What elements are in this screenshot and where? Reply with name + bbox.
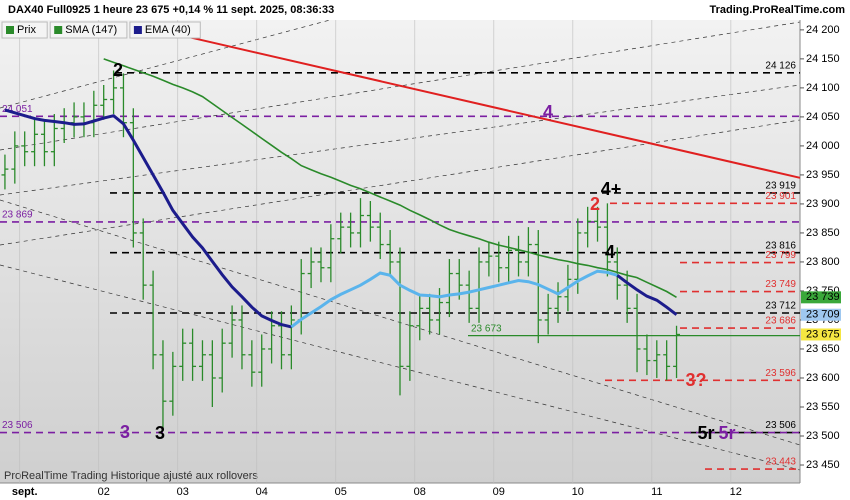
footer: ProRealTime Trading Historique ajusté au… — [4, 470, 258, 482]
y-tick-label: 23 900 — [806, 198, 840, 210]
y-tick-label: 24 100 — [806, 82, 840, 94]
x-tick-label: 05 — [335, 486, 347, 498]
legend-box — [49, 21, 128, 39]
level-label: 23 799 — [765, 250, 796, 261]
legend-swatch — [6, 26, 14, 34]
x-tick-label: 03 — [177, 486, 189, 498]
legend-label: SMA (147) — [65, 24, 117, 36]
legend-swatch — [133, 26, 142, 34]
wave-label: 3 — [120, 422, 130, 442]
x-tick-label: 08 — [414, 486, 426, 498]
x-tick-label: 02 — [98, 486, 110, 498]
x-tick-label: 09 — [493, 486, 505, 498]
level-label: 23 506 — [2, 420, 33, 431]
level-label: 23 901 — [765, 191, 796, 202]
y-tick-label: 23 550 — [806, 401, 840, 413]
wave-label: 5r — [718, 423, 735, 443]
y-tick-label: 23 850 — [806, 227, 840, 239]
chart-title: DAX40 Full0925 1 heure 23 675 +0,14 % 11… — [8, 4, 334, 16]
wave-label: 3? — [685, 370, 706, 390]
wave-label: 5r — [697, 423, 714, 443]
level-label: 23 506 — [765, 420, 796, 431]
y-tick-label: 23 950 — [806, 169, 840, 181]
wave-label: 4 — [605, 242, 615, 262]
y-tick-label: 23 450 — [806, 459, 840, 471]
x-tick-label: 12 — [730, 486, 742, 498]
axis-background — [800, 20, 850, 500]
indicator-line — [103, 58, 677, 298]
source: Trading.ProRealTime.com — [709, 4, 845, 16]
level-label: 23 596 — [765, 368, 796, 379]
y-tick-label: 24 000 — [806, 140, 840, 152]
y-tick-label: 23 500 — [806, 430, 840, 442]
last-value-label: 23 675 — [806, 328, 840, 340]
wave-label: 4 — [543, 102, 553, 122]
y-tick-label: 24 150 — [806, 53, 840, 65]
level-label: 24 051 — [2, 104, 33, 115]
indicator-line — [290, 269, 618, 329]
level-label: 23 869 — [2, 210, 33, 221]
indicator-line — [4, 108, 292, 329]
last-value-label: 23 709 — [806, 309, 840, 321]
wave-label: 3 — [155, 423, 165, 443]
level-label: 23 816 — [765, 240, 796, 251]
legend-swatch — [54, 26, 63, 34]
x-tick-label: 04 — [256, 486, 268, 498]
level-label: 23 673 — [471, 323, 502, 334]
legend-box — [129, 21, 201, 39]
y-tick-label: 23 600 — [806, 372, 840, 384]
last-value-label: 23 739 — [806, 291, 840, 303]
last-value-box — [801, 308, 841, 321]
indicator-line — [616, 274, 678, 316]
wave-label: 2 — [590, 194, 600, 214]
x-tick-label: sept. — [12, 486, 38, 498]
level-label: 23 919 — [765, 181, 796, 192]
level-label: 23 749 — [765, 279, 796, 290]
level-label: 24 126 — [765, 60, 796, 71]
wave-label: 2 — [113, 60, 123, 80]
level-label: 23 443 — [765, 457, 796, 468]
trend-line — [179, 34, 801, 179]
y-tick-label: 24 200 — [806, 24, 840, 36]
y-tick-label: 23 650 — [806, 343, 840, 355]
y-tick-label: 24 050 — [806, 111, 840, 123]
x-tick-label: 10 — [572, 486, 584, 498]
last-value-box — [801, 291, 841, 304]
last-value-box — [801, 328, 841, 341]
x-tick-label: 11 — [651, 486, 662, 498]
legend-label: EMA (40) — [145, 24, 191, 36]
y-tick-label: 23 800 — [806, 256, 840, 268]
level-label: 23 686 — [765, 316, 796, 327]
level-label: 23 712 — [765, 301, 796, 312]
wave-label: 4+ — [601, 179, 622, 199]
legend-label: Prix — [17, 24, 36, 36]
